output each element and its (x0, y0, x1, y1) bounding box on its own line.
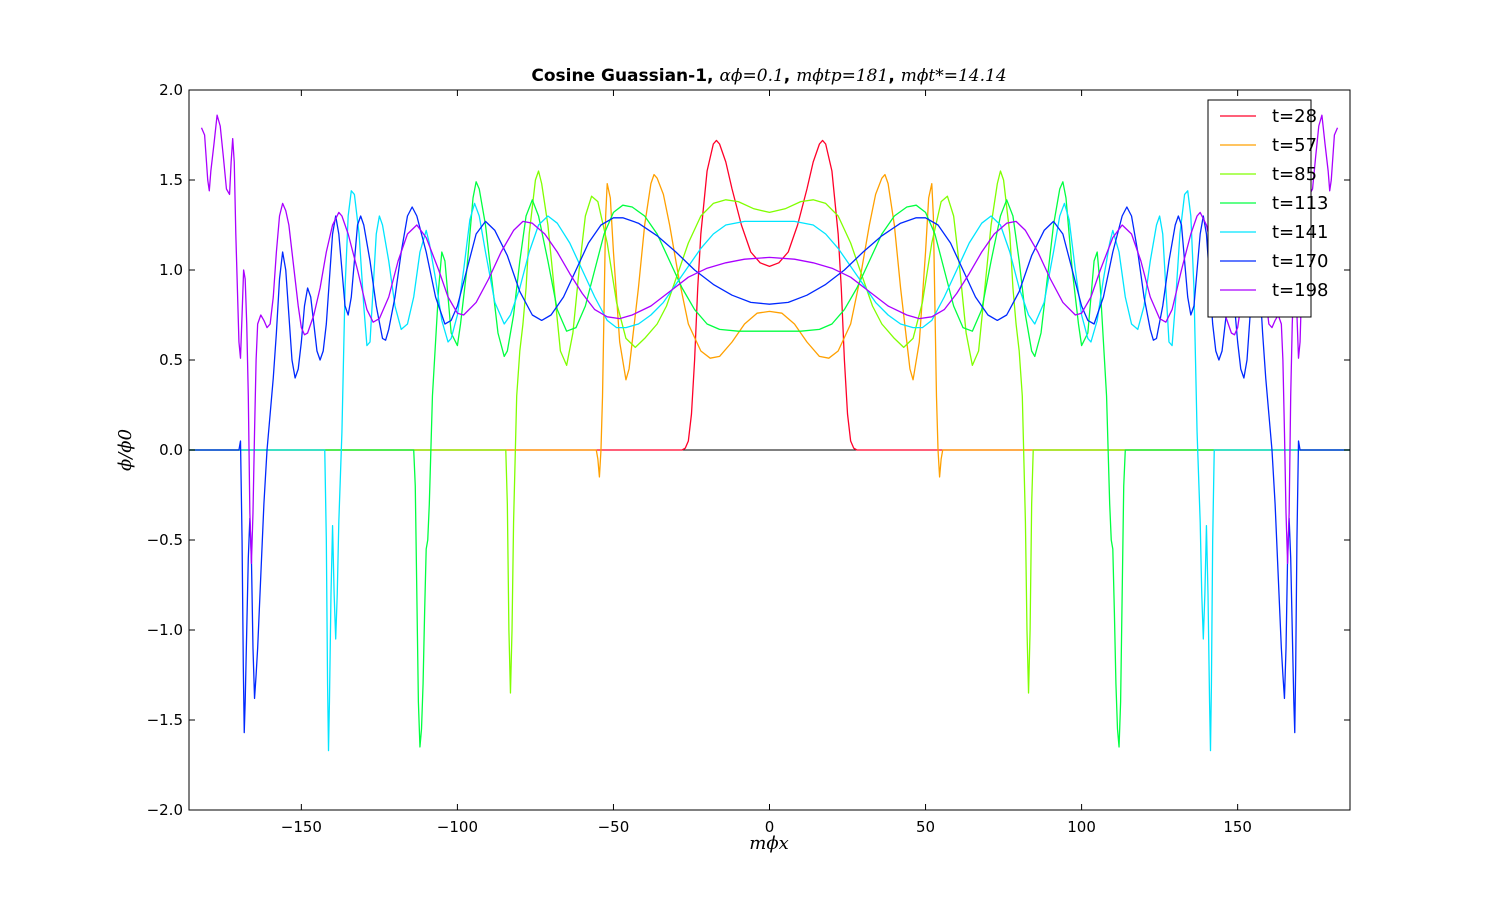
series-line-t-170 (189, 206, 1350, 734)
y-tick-label: 1.5 (159, 171, 183, 189)
y-tick-label: −2.0 (147, 801, 183, 819)
legend-label: t=85 (1272, 164, 1317, 185)
x-tick-label: 150 (1223, 818, 1252, 836)
chart-title: Cosine Guassian-1, αϕ=0.1, mϕtp=181, mϕt… (531, 66, 1006, 86)
series-line-t-57 (189, 173, 1350, 478)
legend-label: t=57 (1272, 135, 1317, 156)
chart-title-part: αϕ=0.1 (719, 66, 783, 86)
y-tick-label: −1.0 (147, 621, 183, 639)
y-axis-label: ϕ/ϕ0 (115, 429, 136, 471)
chart-title-part: Cosine Guassian-1, (531, 66, 719, 86)
y-tick-label: −1.5 (147, 711, 183, 729)
series-line-t-198 (200, 114, 1339, 565)
series-line-t-141 (189, 190, 1350, 752)
y-axis: −2.0 −1.5 −1.0 −0.5 0.0 0.5 1.0 1.5 2.0 (147, 81, 1350, 819)
legend-label: t=113 (1272, 193, 1329, 214)
legend-label: t=28 (1272, 106, 1317, 127)
legend-label: t=198 (1272, 280, 1329, 301)
x-axis: −150 −100 −50 0 50 100 150 (281, 90, 1252, 836)
x-axis-label: mϕx (749, 833, 789, 854)
series-lines (189, 114, 1350, 752)
y-tick-label: 2.0 (159, 81, 183, 99)
chart-title-part: , (888, 66, 900, 86)
plot-area (188, 89, 1351, 811)
x-tick-label: 100 (1067, 818, 1096, 836)
legend-box (1207, 99, 1312, 318)
chart-title-part: , (784, 66, 796, 86)
x-tick-label: 0 (765, 818, 775, 836)
chart-title-part: mϕt*=14.14 (901, 66, 1007, 86)
y-tick-label: 0.0 (159, 441, 183, 459)
y-tick-label: −0.5 (147, 531, 183, 549)
series-line-t-85 (189, 170, 1350, 694)
y-tick-label: 1.0 (159, 261, 183, 279)
x-tick-label: −100 (437, 818, 478, 836)
legend-label: t=170 (1272, 251, 1329, 272)
legend-label: t=141 (1272, 222, 1329, 243)
chart-title-part: mϕtp=181 (796, 66, 888, 86)
x-tick-label: −150 (281, 818, 322, 836)
x-tick-label: −50 (598, 818, 630, 836)
x-tick-label: 50 (916, 818, 935, 836)
y-tick-label: 0.5 (159, 351, 183, 369)
legend: t=28 t=57 t=85 t=113 t=141 t=170 t=198 (1207, 99, 1329, 318)
